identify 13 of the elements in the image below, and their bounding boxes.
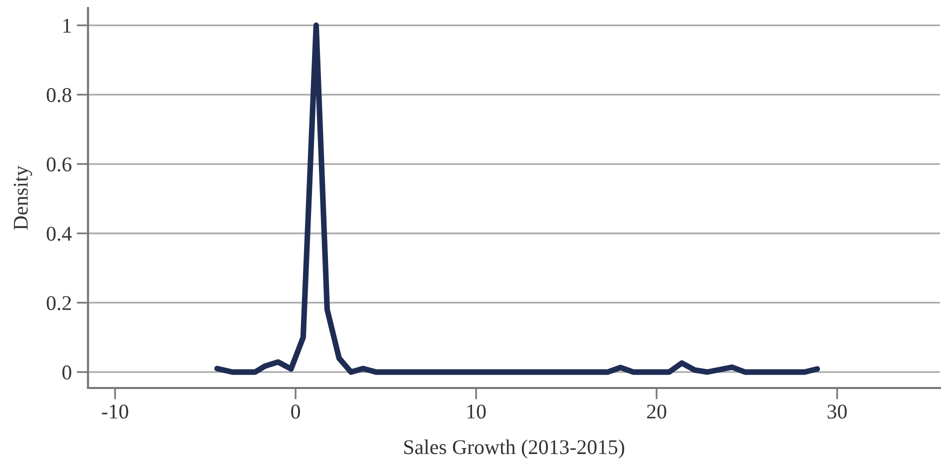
y-tick-label: 1	[63, 18, 71, 33]
x-tick-label: 0	[291, 404, 300, 419]
x-tick-label: 20	[647, 404, 666, 419]
y-tick-label: 0.8	[46, 88, 72, 102]
y-tick-label: 0	[62, 365, 72, 380]
x-tick-label: 30	[828, 404, 847, 419]
y-tick-label: 0.6	[46, 157, 72, 172]
y-tick-label: 0.4	[46, 226, 72, 241]
x-tick-label: -10	[102, 404, 128, 419]
x-tick-label: 10	[468, 404, 486, 419]
x-axis-title: Sales Growth (2013-2015)	[404, 440, 624, 458]
y-tick-label: 0.2	[46, 296, 71, 310]
y-axis-title: Density	[14, 166, 32, 230]
